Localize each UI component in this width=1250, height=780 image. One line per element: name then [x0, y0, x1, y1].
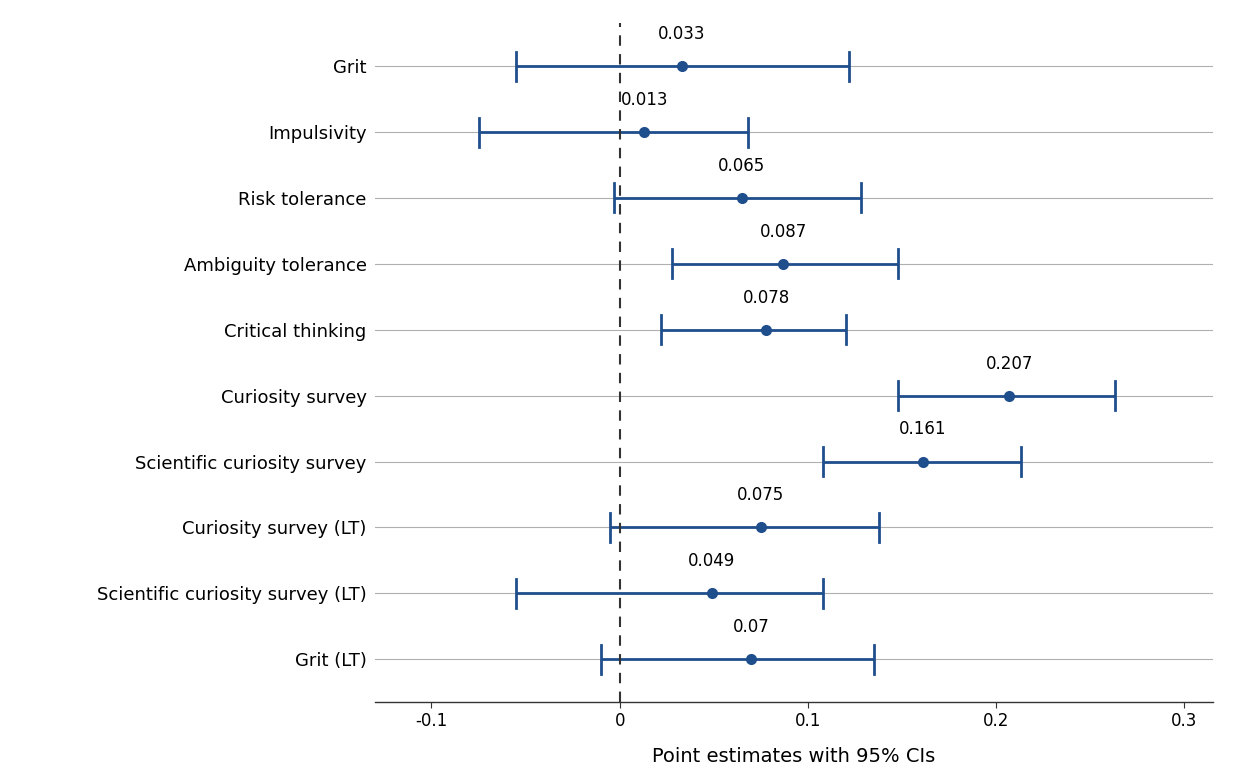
- Text: 0.065: 0.065: [719, 157, 765, 175]
- Text: 0.161: 0.161: [899, 420, 946, 438]
- Text: 0.078: 0.078: [742, 289, 790, 307]
- Text: 0.207: 0.207: [985, 355, 1032, 373]
- Text: 0.013: 0.013: [620, 91, 668, 109]
- Text: 0.075: 0.075: [738, 487, 785, 505]
- Text: 0.033: 0.033: [658, 25, 705, 43]
- Text: 0.07: 0.07: [732, 618, 770, 636]
- Text: 0.049: 0.049: [689, 552, 735, 570]
- X-axis label: Point estimates with 95% CIs: Point estimates with 95% CIs: [652, 747, 935, 766]
- Text: 0.087: 0.087: [760, 223, 808, 241]
